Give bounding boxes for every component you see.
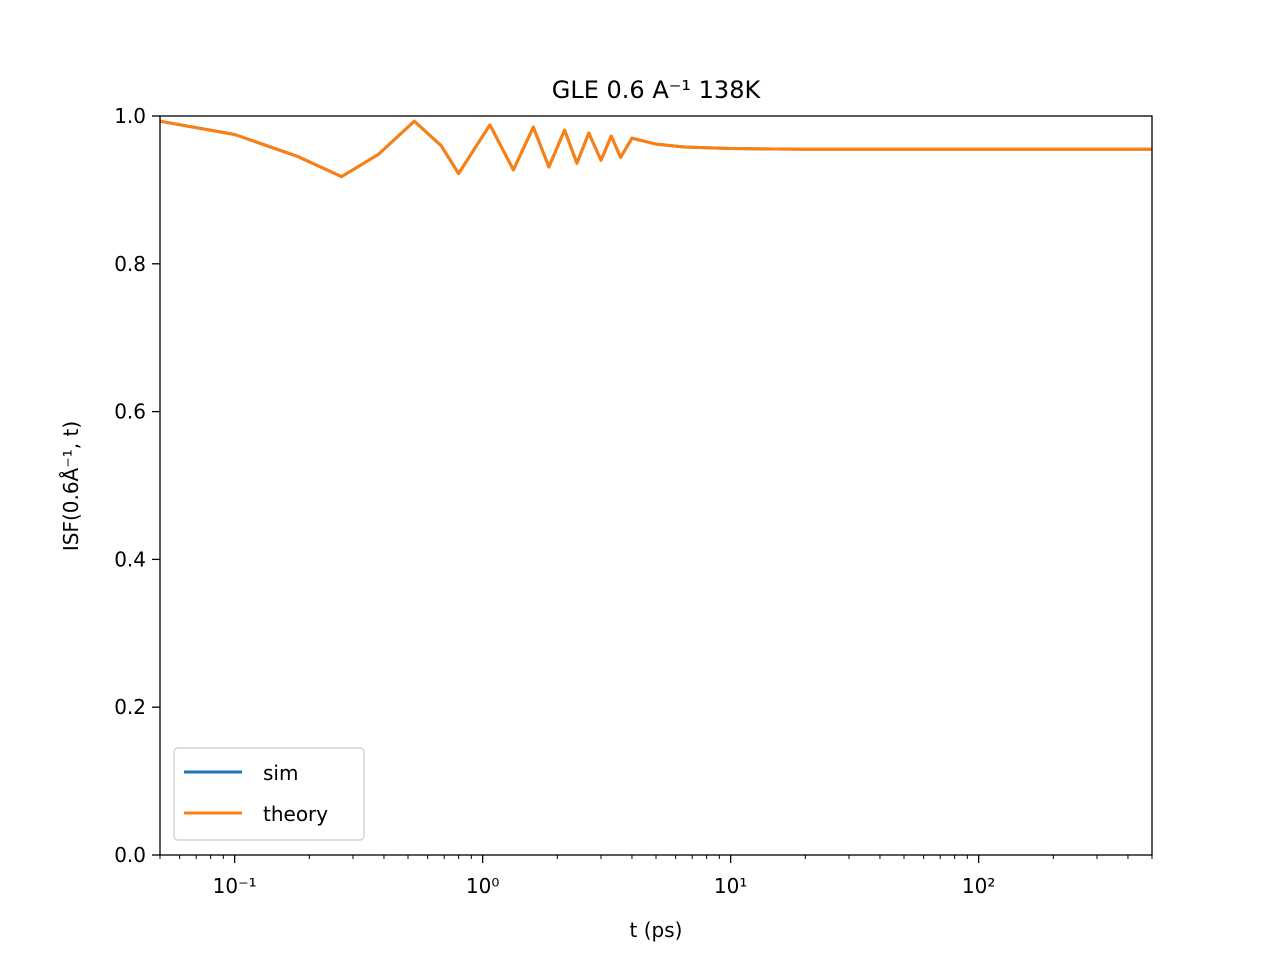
legend-label-sim: sim (263, 761, 298, 785)
y-tick-label: 0.4 (114, 547, 146, 571)
series-layer (159, 119, 1152, 179)
x-axis-label: t (ps) (630, 918, 683, 942)
axes-frame (159, 115, 1153, 856)
y-tick-label: 0.0 (114, 843, 146, 867)
y-tick-label: 1.0 (114, 104, 146, 128)
x-tick-label: 10¹ (714, 874, 747, 898)
plot-area (160, 116, 1152, 855)
legend-label-theory: theory (263, 802, 328, 826)
x-tick-label: 10⁰ (466, 874, 499, 898)
legend: sim theory (173, 747, 365, 841)
x-axis-ticks: 10⁻¹ 10⁰ 10¹ 10² (159, 855, 1153, 898)
y-axis-ticks: 0.0 0.2 0.4 0.6 0.8 1.0 (114, 104, 160, 867)
x-tick-label: 10⁻¹ (213, 874, 257, 898)
series-line-theory (159, 119, 1152, 179)
y-tick-label: 0.8 (114, 252, 146, 276)
x-tick-label: 10² (962, 874, 995, 898)
y-tick-label: 0.2 (114, 695, 146, 719)
y-axis-label: ISF(0.6Å⁻¹, t) (59, 421, 83, 551)
chart-title: GLE 0.6 A⁻¹ 138K (552, 76, 762, 104)
y-tick-label: 0.6 (114, 400, 146, 424)
